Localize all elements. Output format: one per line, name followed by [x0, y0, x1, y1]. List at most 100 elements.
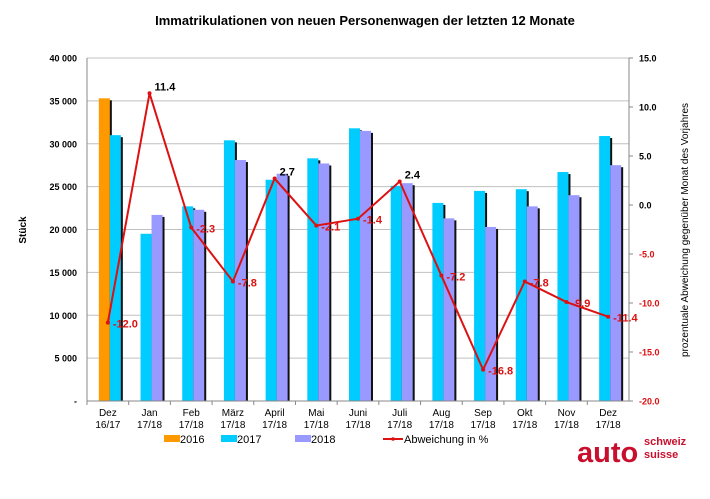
y-tick-label: 10 000	[49, 311, 77, 321]
legend-swatch	[221, 435, 237, 442]
y-tick-label: 25 000	[49, 182, 77, 192]
bar-2017	[432, 202, 444, 401]
x-tick-label-period: 16/17	[95, 420, 120, 431]
legend: 2016 2017 2018 Abweichung in %	[164, 434, 489, 446]
bar-2018	[526, 206, 538, 401]
bar-2017	[474, 190, 486, 401]
x-tick-label: Aug	[432, 408, 450, 419]
deviation-data-label: -7.2	[446, 272, 465, 284]
bar-2018	[610, 165, 622, 401]
x-tick-label: Juni	[349, 408, 367, 419]
deviation-point	[314, 223, 319, 228]
x-tick-label-period: 17/18	[262, 420, 287, 431]
y-tick-label: 30 000	[49, 139, 77, 149]
bar-2017	[109, 135, 121, 402]
x-tick-label: Dez	[599, 408, 617, 419]
deviation-point	[272, 176, 277, 181]
bar-2017	[223, 140, 235, 401]
x-tick-label-period: 17/18	[471, 420, 496, 431]
legend-swatch	[295, 435, 311, 442]
x-tick-label: März	[222, 408, 244, 419]
bar-2018	[401, 183, 413, 401]
x-tick-label-period: 17/18	[220, 420, 245, 431]
deviation-point	[606, 314, 611, 319]
deviation-data-label: 11.4	[155, 81, 177, 93]
deviation-data-label: -9.9	[571, 298, 590, 310]
logo-main: auto	[577, 437, 638, 469]
bar-2017	[515, 189, 527, 401]
x-tick-label: Dez	[99, 408, 117, 419]
deviation-point	[147, 91, 152, 96]
y2-tick-label: 15.0	[639, 54, 657, 64]
x-tick-label-period: 17/18	[179, 420, 204, 431]
x-tick-label: Nov	[558, 408, 576, 419]
deviation-data-label: -11.4	[613, 313, 638, 325]
bar-2017	[265, 179, 277, 401]
bar-2017	[557, 172, 569, 401]
y-tick-label: 15 000	[49, 268, 77, 278]
y-tick-label: 20 000	[49, 225, 77, 235]
deviation-point	[522, 279, 527, 284]
deviation-point	[230, 279, 235, 284]
x-tick-label: Okt	[517, 408, 533, 419]
y-tick-label: 35 000	[49, 96, 77, 106]
y2-tick-label: -20.0	[639, 397, 660, 407]
bar-2016	[98, 98, 110, 402]
bar-2017	[599, 136, 611, 401]
deviation-data-label: -12.0	[113, 319, 138, 331]
deviation-point	[189, 225, 194, 230]
deviation-data-label: 2.4	[405, 169, 421, 181]
y-tick-label: 40 000	[49, 54, 77, 64]
y-axis-label: Stück	[18, 216, 29, 244]
bar-2017	[182, 206, 194, 401]
bars	[98, 98, 624, 402]
y-tick-label: 5 000	[54, 354, 77, 364]
logo-line2: suisse	[644, 449, 678, 461]
x-tick-label: Jan	[141, 408, 157, 419]
x-tick-label: Mai	[308, 408, 324, 419]
deviation-data-label: -7.8	[238, 277, 257, 289]
deviation-data-label: -7.8	[530, 277, 549, 289]
bar-2018	[443, 218, 455, 401]
x-tick-label: Feb	[183, 408, 201, 419]
y2-tick-label: 0.0	[639, 201, 652, 211]
deviation-point	[564, 300, 569, 305]
bar-2018	[193, 209, 205, 401]
bar-2018	[485, 226, 497, 401]
x-tick-label: Sep	[474, 408, 492, 419]
bar-2017	[140, 233, 152, 401]
x-tick-label-period: 17/18	[387, 420, 412, 431]
bar-2018	[276, 173, 288, 401]
y2-tick-label: -10.0	[639, 299, 660, 309]
y2-tick-label: -15.0	[639, 348, 660, 358]
x-tick-label-period: 17/18	[554, 420, 579, 431]
y-tick-label: -	[74, 397, 77, 407]
deviation-data-label: -2.1	[321, 222, 340, 234]
logo-line1: schweiz	[644, 436, 687, 448]
y2-tick-label: 5.0	[639, 152, 652, 162]
deviation-data-label: -1.4	[363, 215, 383, 227]
x-tick-label: April	[265, 408, 285, 419]
deviation-data-label: -2.3	[196, 224, 215, 236]
bar-2018	[151, 214, 163, 401]
x-tick-label-period: 17/18	[429, 420, 454, 431]
bar-2018	[234, 160, 246, 401]
bar-2018	[318, 163, 330, 401]
bar-2018	[360, 130, 371, 401]
deviation-point	[439, 273, 444, 278]
y2-tick-label: 10.0	[639, 103, 657, 113]
deviation-point	[105, 320, 110, 325]
legend-marker	[391, 437, 395, 441]
legend-label: 2017	[237, 434, 261, 446]
bar-2018	[568, 195, 580, 401]
chart-title: Immatrikulationen von neuen Personenwage…	[155, 13, 575, 28]
legend-label: 2016	[180, 434, 204, 446]
deviation-data-label: 2.7	[280, 167, 295, 179]
bar-2017	[349, 128, 360, 401]
y2-tick-label: -5.0	[639, 250, 655, 260]
axes: - 5 000 10 000 15 000 20 000 25 000 30 000 35 0…	[49, 54, 659, 432]
deviation-line: -12.0 11.4 -2.3 -7.8 2.7 -2.1 -1.4 2.4 -7.2 -16.8…	[105, 81, 639, 378]
deviation-point	[397, 179, 402, 184]
